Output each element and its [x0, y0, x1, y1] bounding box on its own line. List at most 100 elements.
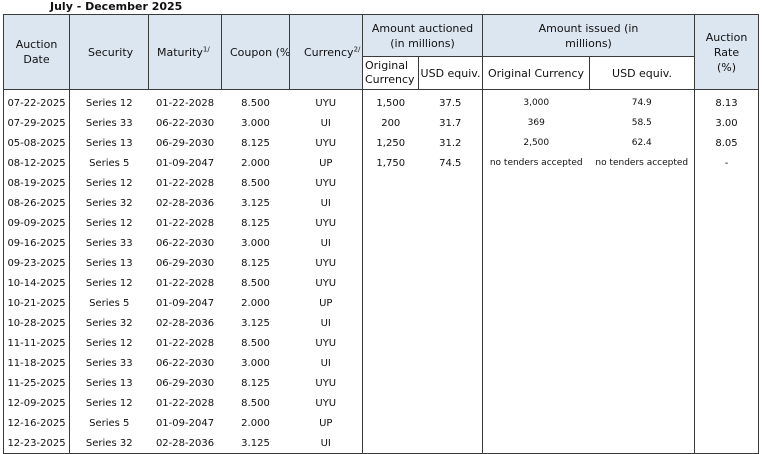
coupon-cell: 8.500 — [241, 337, 270, 349]
issued-usd-cell — [589, 413, 696, 433]
header-maturity: Maturity1/ — [148, 14, 222, 90]
security-cell: Series 5 — [89, 417, 130, 429]
security-cell: Series 32 — [85, 317, 133, 329]
currency-cell: UYU — [289, 173, 363, 193]
currency-footnote-mark: 2/ — [353, 44, 361, 53]
auctioned-original-cell — [363, 373, 419, 393]
auctioned-original-cell — [363, 213, 419, 233]
issued-original-cell: 2,500 — [523, 138, 550, 148]
auction-rate-cell: 8.05 — [694, 133, 760, 153]
issued-usd-cell: 62.4 — [589, 133, 696, 153]
issued-usd-cell — [589, 313, 696, 333]
coupon-cell: 3.000 — [241, 357, 270, 369]
auction-rate-cell — [694, 333, 760, 353]
table-title: July - December 2025 — [50, 0, 183, 13]
coupon-cell: 2.000 — [241, 157, 270, 169]
header-currency: Currency2/ — [289, 14, 363, 90]
auction-date-cell: 08-19-2025 — [3, 173, 70, 193]
header-auction-date: Auction Date — [3, 14, 70, 90]
issued-original-cell — [483, 213, 590, 233]
auction-rate-cell — [694, 293, 760, 313]
table-row: 11-11-2025 Series 12 01-22-2028 8.500 UYU — [3, 333, 760, 353]
auctioned-original-cell — [363, 313, 419, 333]
security-cell: Series 32 — [85, 197, 133, 209]
currency-cell: UYU — [289, 273, 363, 293]
header-amount-issued: Amount issued (in millions) — [481, 14, 696, 57]
security-cell: Series 12 — [85, 177, 133, 189]
issued-original-cell — [483, 233, 590, 253]
currency-cell: UYU — [289, 89, 363, 113]
auction-date-cell: 12-16-2025 — [3, 413, 70, 433]
auction-schedule-table: Auction Date Security Maturity1/ Coupon … — [3, 14, 760, 454]
auctioned-usd-cell: 31.7 — [418, 113, 483, 133]
auctioned-usd-cell — [418, 273, 483, 293]
table-row: 12-16-2025 Series 5 01-09-2047 2.000 UP — [3, 413, 760, 433]
security-cell: Series 12 — [85, 397, 133, 409]
security-cell: Series 33 — [85, 237, 133, 249]
currency-cell: UP — [289, 293, 363, 313]
auction-date-cell: 08-26-2025 — [3, 193, 70, 213]
security-cell: Series 5 — [89, 297, 130, 309]
auction-date-cell: 05-08-2025 — [3, 133, 70, 153]
issued-usd-cell: 74.9 — [589, 89, 696, 113]
maturity-cell: 06-29-2030 — [155, 377, 215, 389]
auction-rate-cell — [694, 173, 760, 193]
auction-date-cell: 11-18-2025 — [3, 353, 70, 373]
auction-date-cell: 07-22-2025 — [3, 89, 70, 113]
auction-date-cell: 07-29-2025 — [3, 113, 70, 133]
auction-date-cell: 08-12-2025 — [3, 153, 70, 173]
auction-rate-cell: 8.13 — [694, 89, 760, 113]
coupon-cell: 8.125 — [241, 377, 270, 389]
auctioned-usd-cell: 31.2 — [418, 133, 483, 153]
auction-rate-cell — [694, 233, 760, 253]
issued-original-cell: no tenders accepted — [489, 158, 583, 168]
issued-original-cell — [483, 353, 590, 373]
maturity-cell: 01-22-2028 — [155, 397, 215, 409]
auction-rate-cell — [694, 413, 760, 433]
issued-original-cell — [483, 313, 590, 333]
header-coupon: Coupon (%) — [221, 14, 290, 90]
table-row: 09-09-2025 Series 12 01-22-2028 8.125 UYU — [3, 213, 760, 233]
header-auction-rate: Auction Rate (%) — [694, 14, 760, 90]
table-row: 08-19-2025 Series 12 01-22-2028 8.500 UYU — [3, 173, 760, 193]
issued-original-cell — [483, 173, 590, 193]
auctioned-usd-cell — [418, 253, 483, 273]
auctioned-original-cell — [363, 193, 419, 213]
issued-usd-cell — [589, 213, 696, 233]
currency-cell: UI — [289, 353, 363, 373]
auctioned-usd-cell — [418, 293, 483, 313]
auction-date-cell: 11-11-2025 — [3, 333, 70, 353]
security-cell: Series 12 — [85, 97, 133, 109]
issued-original-cell — [483, 273, 590, 293]
auctioned-usd-cell — [418, 213, 483, 233]
auctioned-original-cell — [363, 393, 419, 413]
maturity-cell: 06-22-2030 — [155, 357, 215, 369]
auctioned-original-cell — [363, 253, 419, 273]
issued-original-cell — [483, 373, 590, 393]
auctioned-usd-cell: 74.5 — [418, 153, 483, 173]
issued-original-cell — [483, 293, 590, 313]
maturity-cell: 01-22-2028 — [155, 337, 215, 349]
auction-date-cell: 10-21-2025 — [3, 293, 70, 313]
issued-usd-cell — [589, 253, 696, 273]
auctioned-usd-cell — [418, 173, 483, 193]
issued-usd-cell — [589, 393, 696, 413]
auction-rate-cell — [694, 253, 760, 273]
issued-usd-cell — [589, 333, 696, 353]
maturity-cell: 01-22-2028 — [155, 177, 215, 189]
auctioned-usd-cell — [418, 233, 483, 253]
table-row: 11-25-2025 Series 13 06-29-2030 8.125 UYU — [3, 373, 760, 393]
maturity-cell: 01-09-2047 — [155, 297, 215, 309]
auctioned-usd-cell — [418, 413, 483, 433]
auction-date-cell: 09-16-2025 — [3, 233, 70, 253]
security-cell: Series 13 — [85, 377, 133, 389]
security-cell: Series 12 — [85, 217, 133, 229]
auctioned-original-cell: 1,500 — [376, 97, 406, 109]
coupon-cell: 8.125 — [241, 137, 270, 149]
auctioned-original-cell — [363, 333, 419, 353]
auctioned-original-cell: 200 — [381, 117, 401, 129]
auction-date-cell: 10-14-2025 — [3, 273, 70, 293]
table-row: 10-21-2025 Series 5 01-09-2047 2.000 UP — [3, 293, 760, 313]
issued-usd-cell: 58.5 — [589, 113, 696, 133]
maturity-cell: 02-28-2036 — [148, 433, 222, 454]
